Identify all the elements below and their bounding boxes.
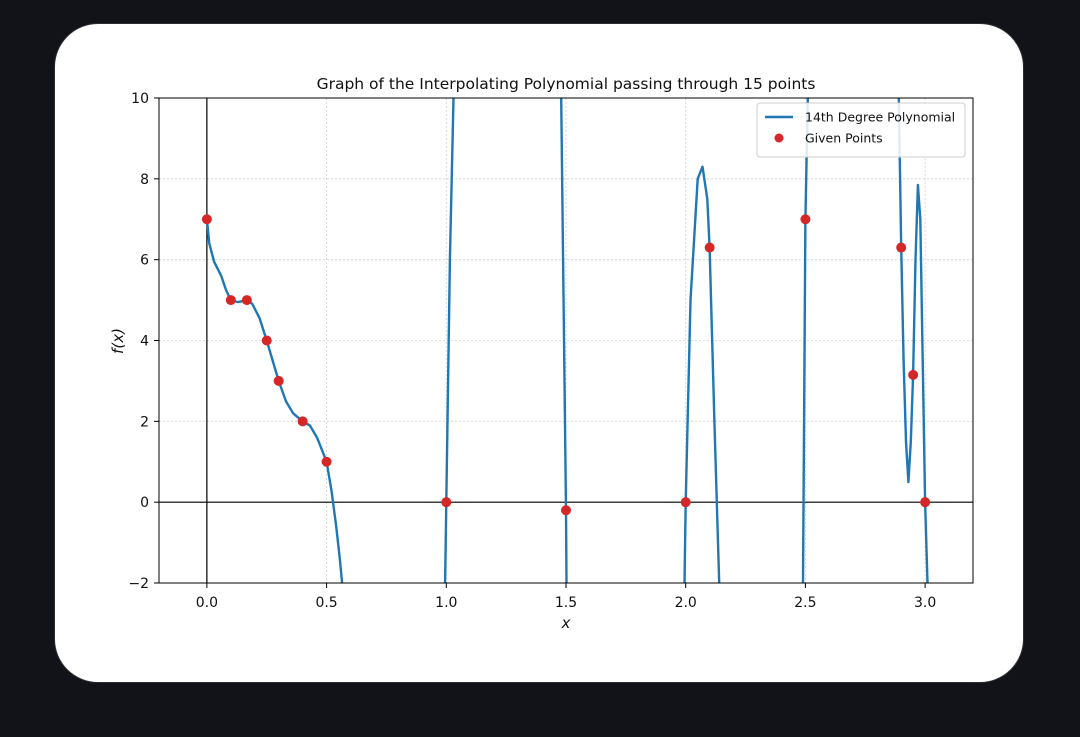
given-point	[561, 505, 571, 516]
polynomial-curve-segment	[443, 98, 455, 583]
given-point	[896, 242, 907, 253]
legend-entry-label: Given Points	[805, 131, 883, 146]
ticks: 0.0 0.5 1.0 1.5 2.0 2.5 3.0 −2 0 2 4 6 8 10	[128, 91, 936, 611]
given-point	[908, 369, 919, 380]
given-point	[273, 375, 284, 386]
x-tick-label: 3.0	[914, 595, 936, 611]
legend-point-swatch	[774, 133, 784, 143]
y-tick-label: 2	[140, 414, 149, 430]
polynomial-curve-segment	[205, 218, 344, 583]
plot-frame	[158, 97, 974, 584]
given-point	[261, 335, 272, 346]
points-layer	[201, 214, 931, 516]
y-tick-label: 0	[140, 495, 149, 511]
x-tick-label: 0.5	[315, 595, 337, 611]
given-point	[321, 456, 332, 467]
polynomial-curve-segment	[897, 98, 929, 583]
given-point	[225, 295, 236, 306]
given-point	[201, 214, 212, 225]
y-tick-label: 4	[140, 334, 149, 350]
y-tick-label: 6	[140, 253, 149, 269]
legend-box	[756, 102, 966, 158]
polynomial-curve-segment	[683, 165, 721, 583]
legend: 14th Degree Polynomial Given Points	[756, 102, 966, 158]
given-point	[441, 497, 452, 508]
given-point	[920, 497, 931, 508]
x-tick-label: 2.0	[675, 595, 697, 611]
chart-title: Graph of the Interpolating Polynomial pa…	[317, 75, 816, 93]
given-point	[241, 295, 252, 306]
legend-entry-label: 14th Degree Polynomial	[805, 110, 955, 125]
y-tick-label: −2	[128, 576, 149, 592]
x-tick-label: 2.5	[794, 595, 816, 611]
given-point	[800, 214, 811, 225]
x-tick-label: 0.0	[196, 595, 218, 611]
y-tick-label: 10	[131, 91, 149, 107]
x-tick-label: 1.0	[435, 595, 457, 611]
given-point	[297, 416, 308, 427]
given-point	[704, 242, 715, 253]
x-axis-label: x	[561, 614, 571, 632]
x-tick-label: 1.5	[555, 595, 577, 611]
y-axis-label: f(x)	[109, 328, 127, 354]
given-point	[680, 497, 691, 508]
y-tick-label: 8	[140, 172, 149, 188]
